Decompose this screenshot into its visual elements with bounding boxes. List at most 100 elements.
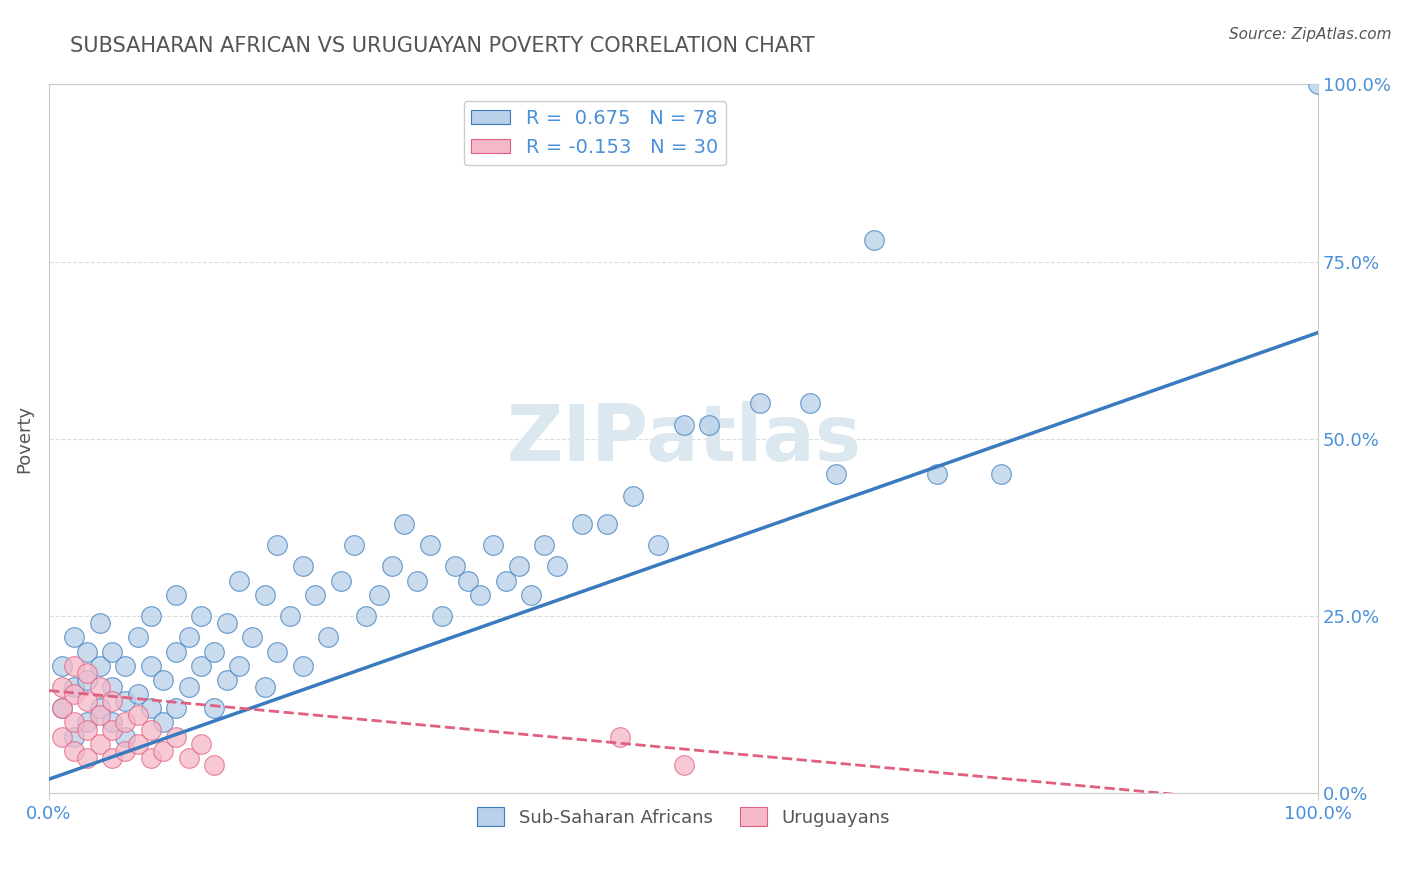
- Text: Source: ZipAtlas.com: Source: ZipAtlas.com: [1229, 27, 1392, 42]
- Point: [76, 644, 98, 658]
- Point: [799, 396, 821, 410]
- Point: [127, 687, 149, 701]
- Point: [76, 673, 98, 687]
- Point: [190, 609, 212, 624]
- Point: [202, 758, 225, 772]
- Point: [101, 723, 124, 737]
- Point: [76, 715, 98, 730]
- Point: [139, 658, 162, 673]
- Point: [152, 673, 174, 687]
- Point: [101, 644, 124, 658]
- Text: SUBSAHARAN AFRICAN VS URUGUAYAN POVERTY CORRELATION CHART: SUBSAHARAN AFRICAN VS URUGUAYAN POVERTY …: [70, 36, 815, 55]
- Point: [609, 730, 631, 744]
- Point: [165, 730, 187, 744]
- Point: [202, 701, 225, 715]
- Point: [165, 701, 187, 715]
- Point: [101, 715, 124, 730]
- Point: [114, 730, 136, 744]
- Point: [253, 588, 276, 602]
- Point: [520, 588, 543, 602]
- Point: [63, 730, 86, 744]
- Point: [139, 723, 162, 737]
- Point: [329, 574, 352, 588]
- Point: [672, 758, 695, 772]
- Point: [304, 588, 326, 602]
- Point: [63, 680, 86, 694]
- Point: [139, 751, 162, 765]
- Point: [697, 417, 720, 432]
- Point: [927, 467, 949, 482]
- Point: [253, 680, 276, 694]
- Point: [863, 234, 886, 248]
- Point: [63, 715, 86, 730]
- Point: [114, 715, 136, 730]
- Point: [51, 701, 73, 715]
- Point: [101, 751, 124, 765]
- Point: [647, 538, 669, 552]
- Point: [76, 751, 98, 765]
- Point: [127, 737, 149, 751]
- Point: [76, 723, 98, 737]
- Point: [291, 658, 314, 673]
- Point: [215, 616, 238, 631]
- Point: [470, 588, 492, 602]
- Point: [596, 516, 619, 531]
- Point: [139, 609, 162, 624]
- Point: [1308, 78, 1330, 92]
- Point: [533, 538, 555, 552]
- Point: [139, 701, 162, 715]
- Point: [51, 658, 73, 673]
- Point: [101, 680, 124, 694]
- Point: [114, 744, 136, 758]
- Point: [824, 467, 846, 482]
- Point: [114, 658, 136, 673]
- Point: [190, 658, 212, 673]
- Point: [76, 665, 98, 680]
- Point: [368, 588, 391, 602]
- Point: [165, 644, 187, 658]
- Point: [177, 751, 200, 765]
- Point: [63, 687, 86, 701]
- Point: [266, 644, 288, 658]
- Point: [482, 538, 505, 552]
- Point: [101, 694, 124, 708]
- Point: [266, 538, 288, 552]
- Point: [63, 631, 86, 645]
- Point: [89, 701, 111, 715]
- Point: [419, 538, 441, 552]
- Legend: Sub-Saharan Africans, Uruguayans: Sub-Saharan Africans, Uruguayans: [470, 800, 897, 834]
- Point: [748, 396, 770, 410]
- Point: [215, 673, 238, 687]
- Point: [240, 631, 263, 645]
- Point: [51, 701, 73, 715]
- Point: [432, 609, 454, 624]
- Point: [127, 708, 149, 723]
- Point: [89, 616, 111, 631]
- Point: [406, 574, 429, 588]
- Point: [177, 680, 200, 694]
- Point: [89, 680, 111, 694]
- Point: [114, 694, 136, 708]
- Point: [394, 516, 416, 531]
- Point: [508, 559, 530, 574]
- Point: [89, 708, 111, 723]
- Point: [990, 467, 1012, 482]
- Point: [152, 744, 174, 758]
- Point: [228, 658, 250, 673]
- Point: [621, 489, 644, 503]
- Point: [228, 574, 250, 588]
- Point: [63, 658, 86, 673]
- Point: [291, 559, 314, 574]
- Y-axis label: Poverty: Poverty: [15, 405, 32, 473]
- Point: [278, 609, 301, 624]
- Point: [457, 574, 479, 588]
- Point: [381, 559, 404, 574]
- Point: [571, 516, 593, 531]
- Point: [51, 730, 73, 744]
- Point: [356, 609, 378, 624]
- Point: [495, 574, 517, 588]
- Point: [89, 658, 111, 673]
- Point: [444, 559, 467, 574]
- Point: [672, 417, 695, 432]
- Point: [202, 644, 225, 658]
